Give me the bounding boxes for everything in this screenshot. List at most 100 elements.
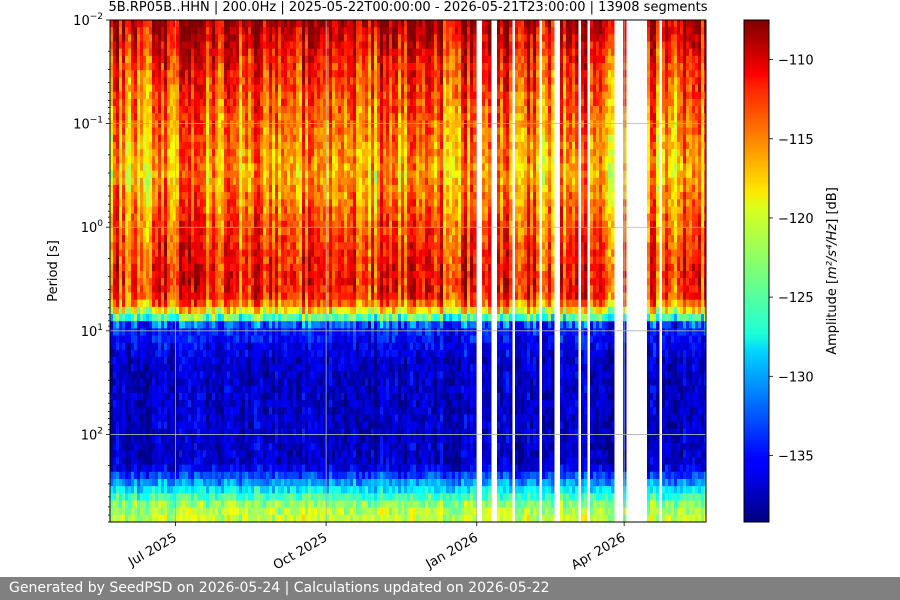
spectrogram-cell xyxy=(299,20,303,28)
spectrogram-cell xyxy=(110,357,114,365)
spectrogram-cell xyxy=(299,242,303,250)
spectrogram-cell xyxy=(194,98,198,107)
spectrogram-cell xyxy=(161,77,165,86)
spectrogram-cell xyxy=(140,84,144,93)
spectrogram-cell xyxy=(191,113,195,121)
spectrogram-cell xyxy=(317,357,321,365)
spectrogram-cell xyxy=(131,120,135,129)
spectrogram-cell xyxy=(230,55,234,64)
spectrogram-cell xyxy=(221,77,225,86)
spectrogram-cell xyxy=(245,478,249,487)
spectrogram-cell xyxy=(269,478,273,487)
spectrogram-cell xyxy=(128,486,132,494)
spectrogram-cell xyxy=(260,134,264,143)
psd-figure: 5B.RP05B..HHN | 200.0Hz | 2025-05-22T00:… xyxy=(46,0,840,573)
spectrogram-cell xyxy=(284,156,288,164)
spectrogram-cell xyxy=(194,170,198,179)
spectrogram-cell xyxy=(212,63,216,71)
spectrogram-cell xyxy=(122,450,126,458)
spectrogram-cell xyxy=(296,256,300,265)
spectrogram-cell xyxy=(248,500,252,509)
spectrogram-cell xyxy=(161,271,165,279)
spectrogram-cell xyxy=(182,235,186,243)
spectrogram-cell xyxy=(245,199,249,207)
spectrogram-cell xyxy=(173,400,177,408)
spectrogram-cell xyxy=(212,256,216,265)
spectrogram-cell xyxy=(131,493,135,501)
spectrogram-cell xyxy=(263,478,267,487)
spectrogram-cell xyxy=(185,235,189,243)
spectrogram-cell xyxy=(266,285,270,294)
spectrogram-cell xyxy=(254,371,258,380)
spectrogram-cell xyxy=(293,163,297,172)
spectrogram-cell xyxy=(230,120,234,129)
spectrogram-cell xyxy=(119,443,123,451)
spectrogram-cell xyxy=(179,242,183,250)
spectrogram-cell xyxy=(116,206,120,215)
spectrogram-cell xyxy=(263,220,267,229)
spectrogram-cell xyxy=(233,220,237,229)
spectrogram-cell xyxy=(245,149,249,157)
spectrogram-cell xyxy=(248,435,252,444)
spectrogram-cell xyxy=(137,77,141,86)
spectrogram-cell xyxy=(284,414,288,423)
spectrogram-cell xyxy=(308,77,312,86)
spectrogram-cell xyxy=(200,507,204,516)
spectrogram-cell xyxy=(203,371,207,380)
spectrogram-cell xyxy=(176,314,180,322)
spectrogram-cell xyxy=(296,421,300,430)
spectrogram-cell xyxy=(215,41,219,50)
spectrogram-cell xyxy=(281,113,285,121)
spectrogram-cell xyxy=(248,414,252,423)
spectrogram-cell xyxy=(128,443,132,451)
spectrogram-cell xyxy=(194,457,198,466)
spectrogram-cell xyxy=(266,134,270,143)
spectrogram-cell xyxy=(194,421,198,430)
spectrogram-cell xyxy=(290,91,294,100)
spectrogram-cell xyxy=(209,199,213,207)
spectrogram-cell xyxy=(260,321,264,329)
spectrogram-cell xyxy=(209,170,213,179)
spectrogram-cell xyxy=(314,435,318,444)
spectrogram-cell xyxy=(275,134,279,143)
spectrogram-cell xyxy=(182,314,186,322)
spectrogram-cell xyxy=(194,235,198,243)
spectrogram-cell xyxy=(155,299,159,308)
spectrogram-cell xyxy=(299,120,303,129)
spectrogram-cell xyxy=(278,27,282,35)
spectrogram-cell xyxy=(110,464,114,473)
spectrogram-cell xyxy=(218,421,222,430)
spectrogram-cell xyxy=(317,292,321,301)
spectrogram-cell xyxy=(296,141,300,150)
spectrogram-cell xyxy=(290,443,294,451)
spectrogram-cell xyxy=(125,486,129,494)
spectrogram-cell xyxy=(302,471,306,480)
spectrogram-cell xyxy=(113,98,117,107)
spectrogram-cell xyxy=(299,285,303,294)
spectrogram-cell xyxy=(227,514,231,522)
spectrogram-cell xyxy=(227,48,231,57)
spectrogram-cell xyxy=(143,400,147,408)
spectrogram-cell xyxy=(248,321,252,329)
spectrogram-cell xyxy=(233,349,237,358)
spectrogram-cell xyxy=(176,177,180,186)
spectrogram-cell xyxy=(110,141,114,150)
spectrogram-cell xyxy=(110,443,114,451)
spectrogram-cell xyxy=(194,220,198,229)
spectrogram-cell xyxy=(314,457,318,466)
spectrogram-cell xyxy=(254,163,258,172)
spectrogram-cell xyxy=(167,63,171,71)
spectrogram-cell xyxy=(146,134,150,143)
spectrogram-cell xyxy=(191,486,195,494)
spectrogram-cell xyxy=(266,278,270,286)
spectrogram-cell xyxy=(122,278,126,286)
spectrogram-cell xyxy=(257,335,261,344)
spectrogram-cell xyxy=(209,184,213,193)
spectrogram-cell xyxy=(227,450,231,458)
spectrogram-cell xyxy=(230,34,234,43)
spectrogram-cell xyxy=(185,163,189,172)
spectrogram-cell xyxy=(179,292,183,301)
spectrogram-cell xyxy=(212,55,216,64)
spectrogram-cell xyxy=(209,471,213,480)
spectrogram-cell xyxy=(260,342,264,351)
